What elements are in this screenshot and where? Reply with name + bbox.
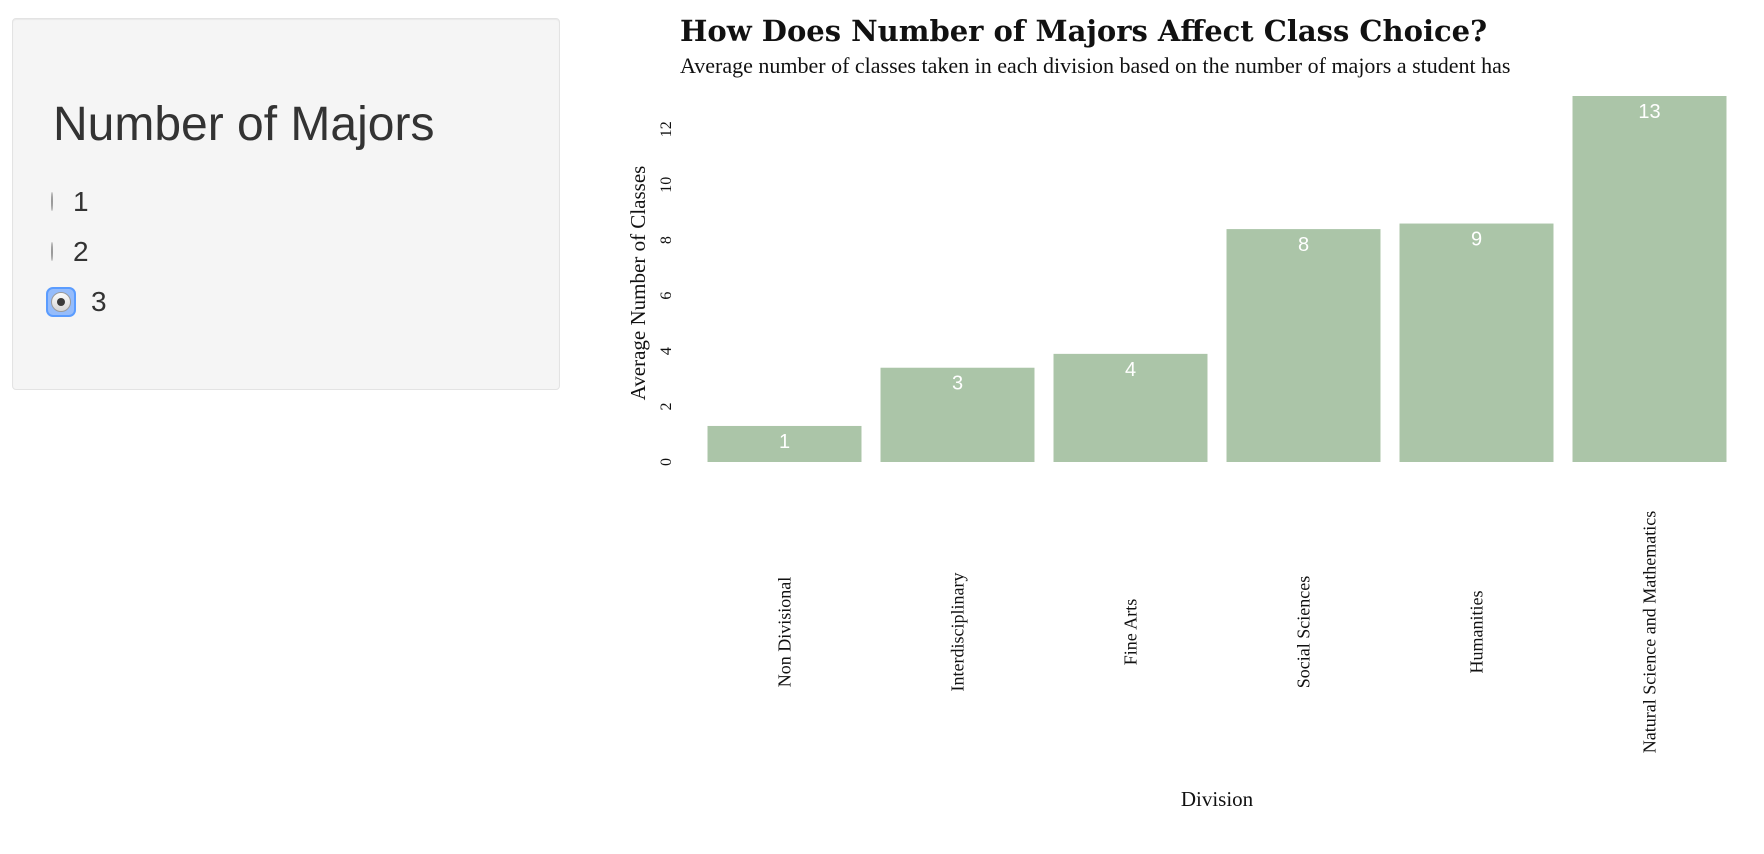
y-axis-label: Average Number of Classes: [626, 166, 650, 401]
radio-label: 1: [73, 186, 89, 217]
bar: [1053, 353, 1208, 462]
number-of-majors-heading: Number of Majors: [53, 98, 435, 151]
bar: [1399, 223, 1554, 462]
chart-subtitle: Average number of classes taken in each …: [680, 53, 1511, 78]
x-tick-label: Humanities: [1467, 591, 1487, 674]
y-tick-label: 4: [658, 347, 675, 355]
radio-focus-ring: [51, 242, 53, 261]
x-tick-label: Interdisciplinary: [948, 573, 968, 692]
y-tick-label: 12: [658, 121, 675, 137]
y-tick-label: 10: [658, 177, 675, 193]
x-tick-label: Fine Arts: [1121, 599, 1141, 666]
x-tick-label: Non Divisional: [775, 577, 795, 688]
bar-value-label: 8: [1298, 234, 1309, 256]
radio-option-2[interactable]: 2: [51, 234, 89, 270]
y-tick-label: 0: [658, 458, 675, 466]
y-tick-label: 6: [658, 292, 675, 300]
sidebar-panel: Number of Majors 1 2 3: [12, 18, 560, 390]
bar-value-label: 4: [1125, 359, 1136, 381]
radio-button-icon[interactable]: [51, 192, 53, 211]
x-tick-label: Social Sciences: [1294, 576, 1314, 688]
radio-option-3[interactable]: 3: [46, 284, 107, 320]
bar-value-label: 9: [1471, 229, 1482, 251]
bar-value-label: 13: [1638, 101, 1660, 123]
y-tick-label: 8: [658, 236, 675, 244]
x-tick-label: Natural Science and Mathematics: [1640, 511, 1660, 753]
x-axis-label: Division: [1181, 787, 1254, 811]
chart-title: How Does Number of Majors Affect Class C…: [680, 14, 1488, 48]
radio-button-icon[interactable]: [51, 242, 53, 261]
radio-focus-ring: [51, 192, 53, 211]
y-tick-label: 2: [658, 403, 675, 411]
bar: [880, 367, 1035, 462]
bar-value-label: 1: [779, 431, 790, 453]
bar: [1572, 96, 1727, 462]
radio-option-1[interactable]: 1: [51, 184, 89, 220]
radio-focus-ring: [46, 287, 76, 317]
bar: [1226, 229, 1381, 462]
bar: [707, 425, 862, 462]
radio-label: 2: [73, 236, 89, 267]
bar-value-label: 3: [952, 373, 963, 395]
radio-label: 3: [91, 286, 107, 317]
radio-button-selected-icon[interactable]: [51, 292, 71, 312]
